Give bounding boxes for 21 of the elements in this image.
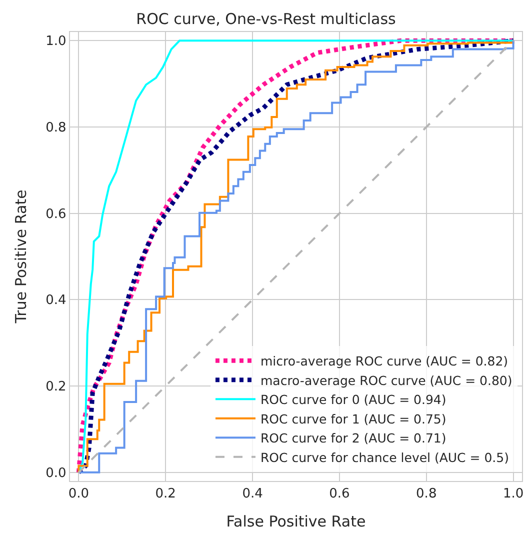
- y-tick-label: 0.6: [46, 206, 66, 222]
- x-tick-label: 1.0: [502, 486, 524, 502]
- legend-label: ROC curve for chance level (AUC = 0.5): [260, 450, 509, 465]
- legend-label: ROC curve for 2 (AUC = 0.71): [260, 430, 446, 446]
- legend-label: micro-average ROC curve (AUC = 0.82): [260, 354, 508, 369]
- chart-title: ROC curve, One-vs-Rest multiclass: [136, 10, 396, 28]
- y-tick-label: 0.4: [46, 293, 66, 308]
- legend-label: ROC curve for 1 (AUC = 0.75): [260, 411, 446, 426]
- x-tick-label: 0.6: [329, 486, 350, 502]
- y-tick-label: 0.0: [46, 466, 66, 481]
- x-tick-label: 0.8: [416, 486, 437, 502]
- x-tick-label: 0.2: [155, 486, 176, 502]
- x-axis-title: False Positive Rate: [226, 512, 366, 531]
- legend-label: ROC curve for 0 (AUC = 0.94): [260, 392, 446, 408]
- y-axis-title: True Positive Rate: [12, 190, 30, 324]
- x-tick-label: 0.4: [242, 486, 263, 502]
- legend-label: macro-average ROC curve (AUC = 0.80): [260, 372, 512, 388]
- y-tick-label: 0.2: [46, 380, 66, 395]
- y-tick-label: 0.8: [46, 120, 66, 136]
- y-tick-label: 1.0: [46, 34, 66, 50]
- x-tick-label: 0.0: [68, 486, 90, 502]
